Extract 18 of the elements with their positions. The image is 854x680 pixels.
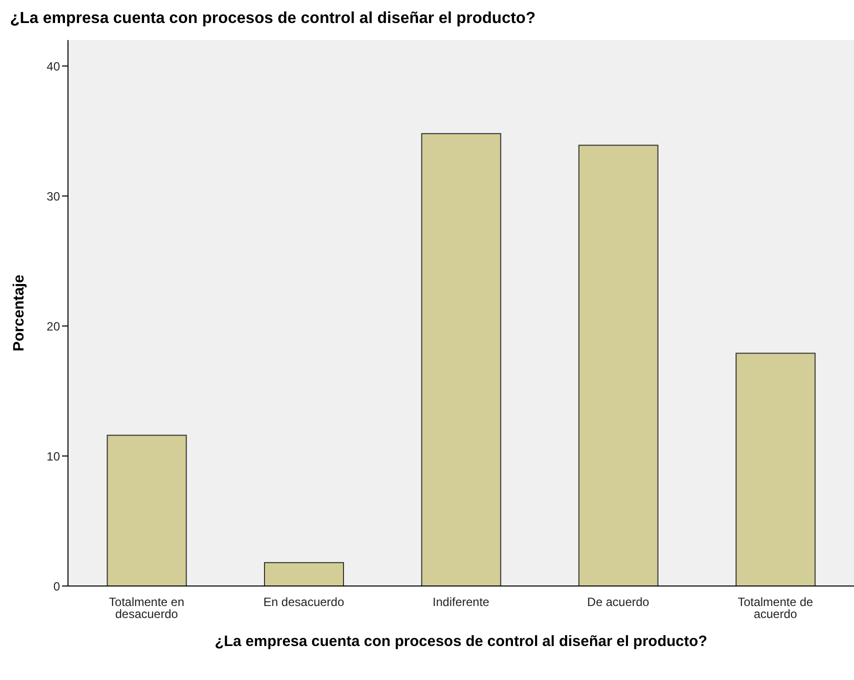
bar	[106, 434, 187, 586]
x-axis-title: ¿La empresa cuenta con procesos de control al diseñar el producto?	[214, 633, 708, 650]
x-tick-label: En desacuerdo	[263, 595, 344, 609]
bar	[736, 352, 816, 586]
bar	[578, 144, 658, 586]
x-tick-label: De acuerdo	[587, 595, 650, 609]
y-tick-label: 30	[46, 189, 60, 204]
y-tick-label: 40	[46, 59, 60, 74]
bar	[421, 133, 502, 586]
x-tick-label: Totalmente de acuerdo	[738, 595, 814, 621]
chart-title: ¿La empresa cuenta con procesos de control al diseñar el producto?	[9, 9, 536, 29]
bar	[264, 562, 344, 586]
y-tick-label: 10	[46, 449, 60, 464]
y-axis-title: Porcentaje	[10, 274, 28, 352]
y-tick-label: 20	[46, 319, 60, 334]
x-tick-label: Indiferente	[432, 595, 490, 609]
y-tick-label: 0	[53, 579, 60, 594]
x-tick-label: Totalmente en desacuerdo	[108, 595, 184, 621]
